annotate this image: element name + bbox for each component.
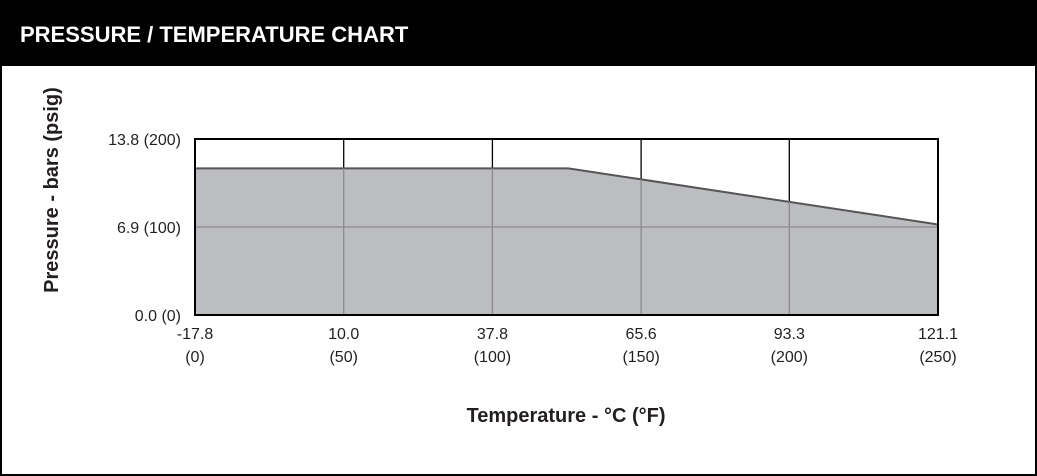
x-tick-label-line: (250) (919, 349, 956, 366)
x-tick-label-line: 121.1 (918, 326, 958, 343)
x-tick-label-line: 65.6 (626, 326, 657, 343)
header-bar (0, 0, 1037, 66)
x-tick-label: 93.3 (200) (771, 326, 808, 366)
area-line (195, 167, 939, 226)
x-tick-label: 10.0 (50) (328, 326, 359, 366)
x-tick-label: 65.6 (150) (622, 326, 659, 366)
chart-title: PRESSURE / TEMPERATURE CHART (20, 22, 409, 47)
x-tick-label-line: (200) (771, 349, 808, 366)
x-tick-label-line: -17.8 (177, 326, 214, 343)
x-tick-label-line: (0) (185, 349, 205, 366)
area (195, 168, 938, 315)
x-tick-label-line: 37.8 (477, 326, 508, 343)
x-tick-label: 121.1 (250) (918, 326, 958, 366)
x-tick-label-line: (150) (622, 349, 659, 366)
y-tick-label: 13.8 (200) (108, 132, 181, 149)
y-axis-label: Pressure - bars (psig) (41, 87, 63, 293)
x-tick-label-line: (100) (474, 349, 511, 366)
y-tick-label: 0.0 (0) (135, 308, 181, 325)
plot-frame (194, 138, 939, 316)
x-tick-label-line: 10.0 (328, 326, 359, 343)
x-axis-label: Temperature - °C (°F) (467, 405, 666, 427)
x-tick-label-line: 93.3 (774, 326, 805, 343)
y-tick-label: 6.9 (100) (117, 220, 181, 237)
x-tick-label: -17.8 (0) (177, 326, 214, 366)
x-tick-label-line: (50) (329, 349, 357, 366)
x-tick-label: 37.8 (100) (474, 326, 511, 366)
